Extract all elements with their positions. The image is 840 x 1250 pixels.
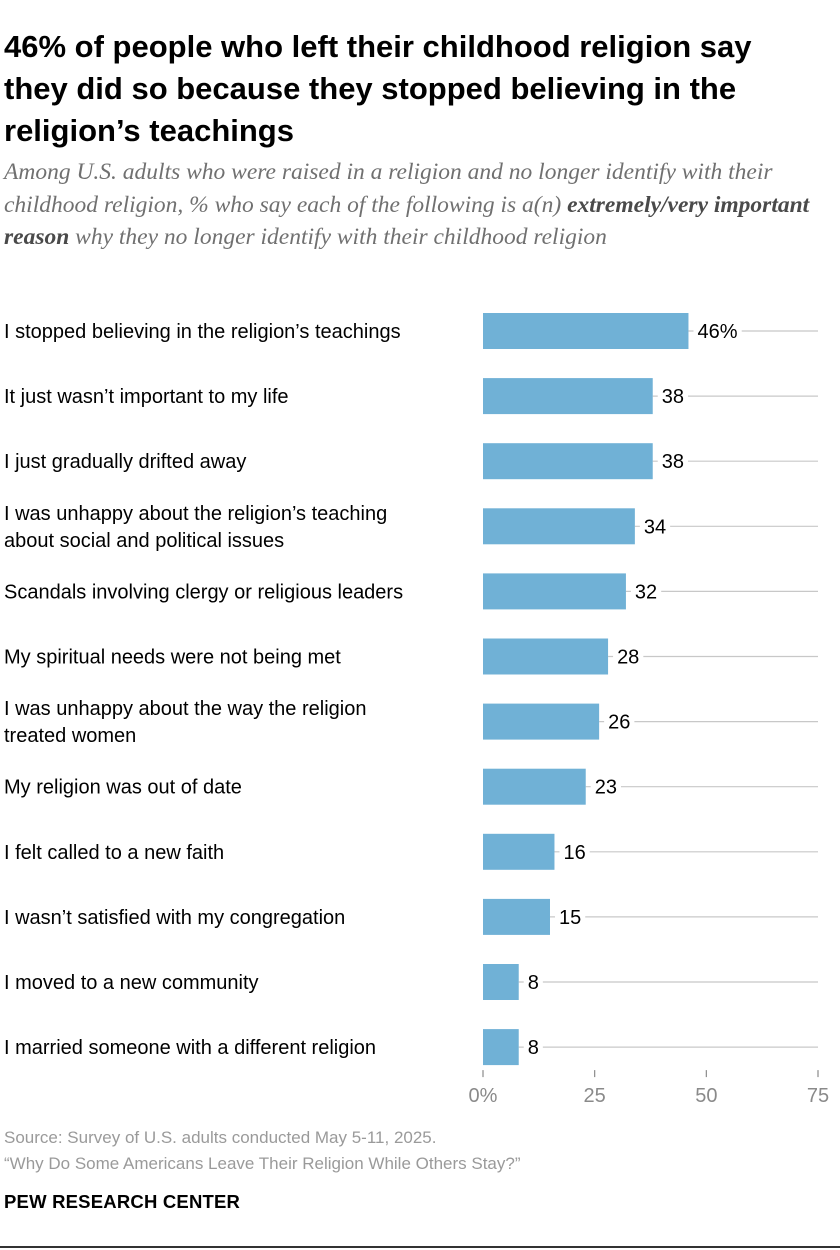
bar-chart: 46% I stopped believing in the religion’s… xyxy=(4,313,829,1107)
value-label: 46% xyxy=(697,321,737,343)
subtitle-text-start: Among U.S. adults who were raised in a r… xyxy=(4,159,773,218)
chart-title: 46% of people who left their childhood r… xyxy=(4,29,752,148)
category-label-line: My religion was out of date xyxy=(4,777,242,799)
bottom-rule xyxy=(0,1246,840,1248)
bar xyxy=(483,1029,519,1066)
x-axis-tick-label: 75 xyxy=(807,1085,829,1107)
value-label: 8 xyxy=(528,972,539,994)
category-label: I felt called to a new faith xyxy=(4,842,224,864)
category-label-line: I felt called to a new faith xyxy=(4,842,224,864)
value-label-background xyxy=(693,321,742,343)
value-label: 28 xyxy=(617,647,639,669)
category-label: I was unhappy about the way the religion… xyxy=(4,698,366,747)
value-label-background xyxy=(657,451,688,474)
bar xyxy=(483,964,519,1000)
x-axis-tick-label: 50 xyxy=(695,1085,717,1107)
category-label-line: I married someone with a different relig… xyxy=(4,1037,376,1059)
category-label-line: treated women xyxy=(4,725,136,747)
report-title-line: “Why Do Some Americans Leave Their Relig… xyxy=(4,1154,521,1173)
category-label: I married someone with a different relig… xyxy=(4,1037,376,1059)
category-label: Scandals involving clergy or religious l… xyxy=(4,581,403,603)
bar xyxy=(483,378,653,415)
value-label: 23 xyxy=(595,777,617,799)
x-axis-tick-label: 0% xyxy=(469,1085,498,1107)
value-label-background xyxy=(523,972,543,994)
category-label: I moved to a new community xyxy=(4,972,259,994)
value-label-background xyxy=(639,516,671,539)
value-label: 16 xyxy=(563,842,585,864)
value-label-background xyxy=(604,711,635,734)
category-label: My spiritual needs were not being met xyxy=(4,647,341,669)
category-label-line: I was unhappy about the way the religion xyxy=(4,698,366,720)
brand-logo-text: PEW RESEARCH CENTER xyxy=(4,1191,241,1212)
value-label-background xyxy=(630,581,662,604)
subtitle-emphasis: extremely/very important reason xyxy=(4,191,810,251)
bar xyxy=(483,638,609,675)
value-label: 32 xyxy=(635,581,657,603)
source-note: Source: Survey of U.S. adults conducted … xyxy=(4,1125,521,1177)
value-label: 38 xyxy=(662,386,684,408)
value-label: 15 xyxy=(559,907,581,929)
category-label-line: I just gradually drifted away xyxy=(4,451,246,473)
subtitle-text-end: why they no longer identify with their c… xyxy=(69,224,607,250)
value-label-background xyxy=(523,1037,543,1060)
bar xyxy=(483,508,635,545)
bar xyxy=(483,898,550,935)
value-label: 38 xyxy=(662,451,684,473)
value-label: 34 xyxy=(644,516,666,538)
x-axis-tick-label: 25 xyxy=(584,1085,606,1107)
category-label: My religion was out of date xyxy=(4,777,242,799)
category-label-line: I stopped believing in the religion’s te… xyxy=(4,321,401,343)
value-label: 26 xyxy=(608,712,630,734)
bar xyxy=(483,313,689,349)
category-label-line: I moved to a new community xyxy=(4,972,259,994)
value-label: 8 xyxy=(528,1037,539,1059)
bar xyxy=(483,443,653,480)
category-label: It just wasn’t important to my life xyxy=(4,386,289,408)
category-label-line: about social and political issues xyxy=(4,530,284,552)
bar xyxy=(483,833,555,870)
category-label: I was unhappy about the religion’s teach… xyxy=(4,503,387,552)
value-label-background xyxy=(613,646,644,669)
category-label: I stopped believing in the religion’s te… xyxy=(4,321,401,343)
category-label-line: It just wasn’t important to my life xyxy=(4,386,289,408)
value-label-background xyxy=(559,841,590,864)
bar xyxy=(483,703,600,740)
category-label-line: I wasn’t satisfied with my congregation xyxy=(4,907,345,929)
bar xyxy=(483,768,586,805)
chart-subtitle: Among U.S. adults who were raised in a r… xyxy=(4,156,839,254)
category-label-line: My spiritual needs were not being met xyxy=(4,647,341,669)
bar xyxy=(483,573,626,610)
source-line: Source: Survey of U.S. adults conducted … xyxy=(4,1128,437,1147)
category-label-line: I was unhappy about the religion’s teach… xyxy=(4,503,387,525)
category-label: I wasn’t satisfied with my congregation xyxy=(4,907,345,929)
value-label-background xyxy=(590,776,621,799)
category-label-line: Scandals involving clergy or religious l… xyxy=(4,581,403,603)
value-label-background xyxy=(555,906,586,929)
value-label-background xyxy=(657,386,688,409)
category-label: I just gradually drifted away xyxy=(4,451,246,473)
